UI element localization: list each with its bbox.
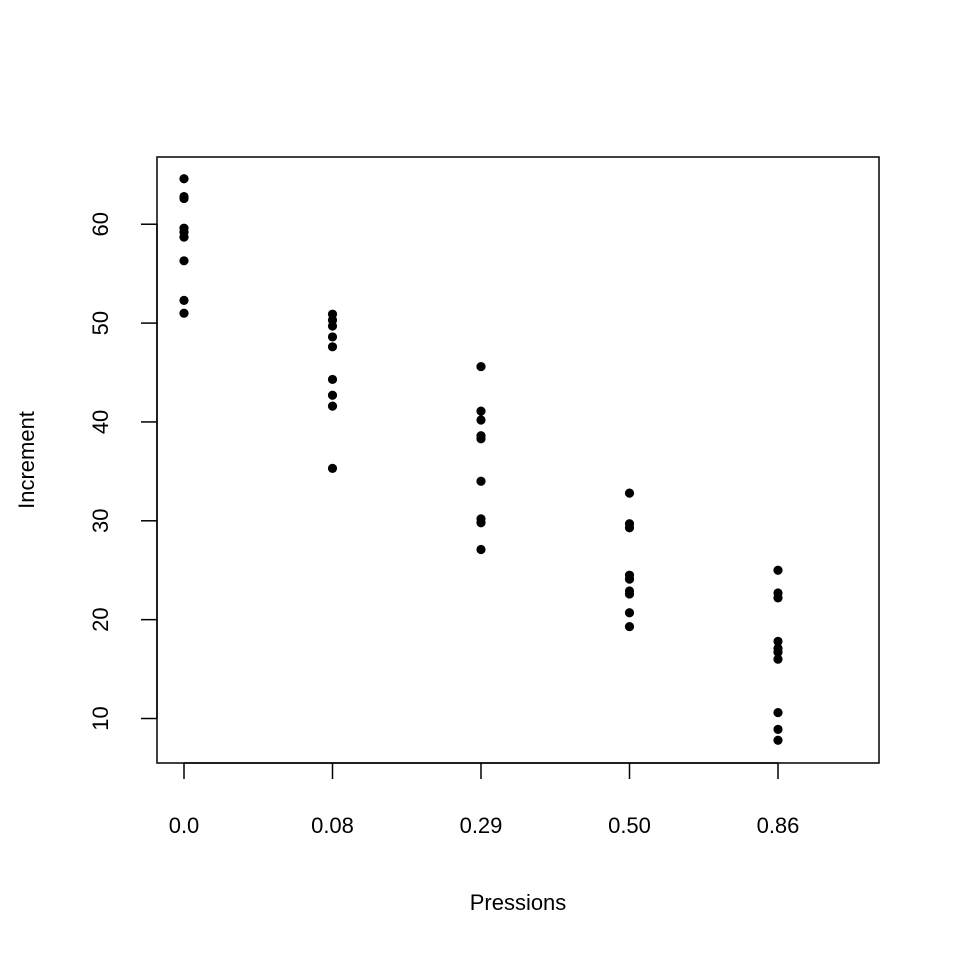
data-point	[327, 321, 338, 331]
y-tick-label: 50	[88, 311, 113, 335]
data-point	[773, 565, 783, 575]
plot-frame	[156, 156, 880, 764]
data-points	[179, 174, 783, 745]
y-tick-label: 10	[88, 706, 113, 730]
data-point	[773, 724, 783, 734]
data-point	[476, 361, 486, 372]
data-point	[476, 406, 486, 416]
x-tick-label: 0.0	[169, 813, 200, 838]
y-tick-label: 60	[88, 212, 113, 236]
x-tick-label: 0.50	[608, 813, 651, 838]
data-point	[179, 295, 189, 305]
data-point	[773, 654, 783, 664]
data-point	[327, 342, 338, 352]
x-tick-label: 0.29	[460, 813, 503, 838]
data-point	[327, 332, 338, 342]
data-point	[624, 589, 635, 599]
data-point	[179, 193, 189, 204]
y-axis-title: Increment	[14, 411, 39, 509]
data-point	[327, 401, 338, 411]
y-tick-label: 30	[88, 509, 113, 533]
data-point	[476, 544, 486, 555]
data-point	[773, 735, 783, 745]
data-point	[476, 415, 486, 425]
data-point	[624, 608, 635, 618]
data-point	[327, 374, 338, 385]
data-point	[624, 488, 635, 498]
data-point	[327, 463, 338, 474]
data-point	[327, 390, 338, 400]
data-point	[773, 707, 783, 718]
data-point	[773, 593, 783, 603]
y-axis: 10 20 30 40 50 60	[88, 212, 158, 731]
data-point	[624, 574, 635, 584]
data-point	[179, 174, 189, 184]
x-axis: 0.0 0.08 0.29 0.50 0.86	[169, 762, 800, 838]
data-point	[179, 232, 189, 242]
data-point	[179, 256, 189, 266]
data-point	[476, 476, 486, 486]
x-tick-label: 0.86	[757, 813, 800, 838]
data-point	[624, 621, 635, 632]
data-point	[476, 518, 486, 528]
y-tick-label: 40	[88, 410, 113, 434]
x-axis-title: Pressions	[470, 890, 567, 915]
data-point	[624, 523, 635, 533]
y-tick-label: 20	[88, 607, 113, 631]
x-tick-label: 0.08	[311, 813, 354, 838]
data-point	[179, 308, 189, 318]
data-point	[773, 636, 783, 647]
data-point	[773, 647, 783, 657]
data-point	[476, 434, 486, 444]
